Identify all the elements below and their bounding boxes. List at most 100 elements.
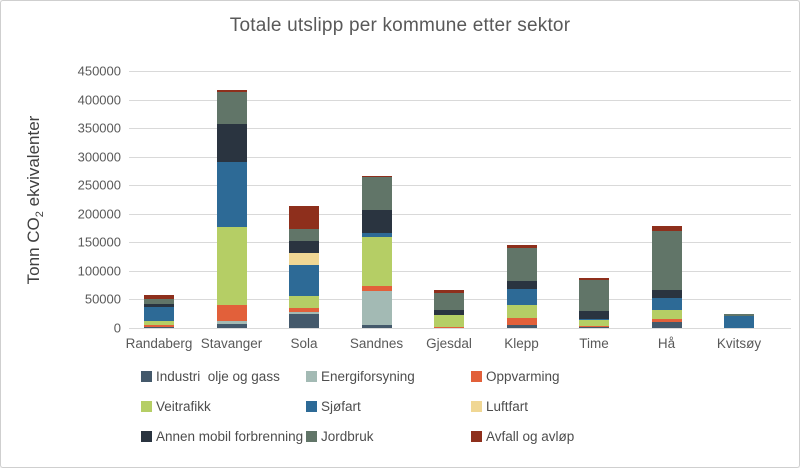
legend-label: Industri olje og gass xyxy=(156,368,280,384)
bar-segment xyxy=(506,288,537,306)
legend-item: Annen mobil forbrenning xyxy=(141,428,306,444)
bar-segment xyxy=(434,309,464,315)
bar-segment xyxy=(361,325,392,328)
bar-segment xyxy=(216,226,247,306)
bar-segment xyxy=(434,326,464,328)
bar-segment xyxy=(216,124,247,162)
y-tick-label: 150000 xyxy=(77,234,121,250)
bar-segment xyxy=(579,311,609,319)
gridline xyxy=(129,156,791,158)
legend-label: Sjøfart xyxy=(321,398,361,414)
bar-segment xyxy=(216,324,247,328)
legend-label: Oppvarming xyxy=(486,368,560,384)
bar-segment xyxy=(361,232,392,237)
legend-label: Annen mobil forbrenning xyxy=(156,428,304,444)
bar-segment xyxy=(506,325,537,328)
y-tick-label: 350000 xyxy=(77,120,121,136)
bar-segment xyxy=(144,327,174,328)
bar-segment xyxy=(361,175,392,177)
bar-segment xyxy=(651,318,682,322)
bar-segment xyxy=(289,296,319,308)
bar-segment xyxy=(361,285,392,291)
bar-segment xyxy=(434,314,464,327)
legend-swatch-icon xyxy=(306,370,317,382)
legend-label: Avfall og avløp xyxy=(486,428,575,444)
legend-label: Luftfart xyxy=(486,398,529,414)
x-tick-label: Sandnes xyxy=(349,336,404,351)
bar-segment xyxy=(506,244,537,249)
bar-segment xyxy=(289,241,319,254)
bar-segment xyxy=(289,312,319,314)
bar-segment xyxy=(289,205,319,230)
bar-segment xyxy=(651,226,682,231)
bar-segment xyxy=(289,313,319,328)
x-tick-label: Klepp xyxy=(504,336,539,351)
x-tick-label: Gjesdal xyxy=(426,336,472,351)
legend-swatch-icon xyxy=(141,430,152,442)
bar-segment xyxy=(434,290,464,293)
bar-segment xyxy=(216,92,247,125)
bar-segment xyxy=(144,299,174,304)
bar-segment xyxy=(651,321,682,328)
legend-swatch-icon xyxy=(141,370,152,382)
bar-segment xyxy=(289,308,319,312)
gridline xyxy=(129,213,791,215)
y-tick-label: 0 xyxy=(113,320,121,336)
bar-segment xyxy=(216,320,247,324)
bar-segment xyxy=(361,210,392,233)
bar-segment xyxy=(144,304,174,307)
bar-segment xyxy=(289,229,319,242)
bar-segment xyxy=(434,292,464,310)
x-tick-label: Kvitsøy xyxy=(716,336,762,351)
legend: Industri olje og gass Energiforsyning Oppv… xyxy=(141,368,575,444)
bar-segment xyxy=(506,305,537,319)
bar-segment xyxy=(651,309,682,319)
gridline xyxy=(129,270,791,272)
bar-segment xyxy=(216,161,247,227)
legend-item: Energiforsyning xyxy=(306,368,471,384)
bar-segment xyxy=(579,327,609,328)
legend-swatch-icon xyxy=(141,400,152,412)
bar-segment xyxy=(651,297,682,310)
y-tick-label: 200000 xyxy=(77,206,121,222)
legend-item: Veitrafikk xyxy=(141,398,306,414)
y-tick-label: 100000 xyxy=(77,263,121,279)
bar-segment xyxy=(361,236,392,286)
bar-segment xyxy=(144,306,174,321)
legend-label: Jordbruk xyxy=(321,428,374,444)
y-tick-label: 50000 xyxy=(84,291,121,307)
bar-segment xyxy=(579,318,609,320)
bar-segment xyxy=(651,230,682,291)
chart-title: Totale utslipp per kommune etter sektor xyxy=(229,15,571,36)
bar-segment xyxy=(579,326,609,328)
legend-swatch-icon xyxy=(306,400,317,412)
x-tick-label: Randaberg xyxy=(125,336,193,351)
legend-label: Energiforsyning xyxy=(321,368,415,384)
bar-segment xyxy=(506,281,537,289)
bar-segment xyxy=(289,253,319,266)
legend-item: Oppvarming xyxy=(471,368,574,384)
bar-segment xyxy=(361,176,392,211)
legend-swatch-icon xyxy=(471,400,482,412)
legend-item: Sjøfart xyxy=(306,398,471,414)
y-tick-label: 450000 xyxy=(77,63,121,79)
x-tick-label: Hå xyxy=(657,336,676,351)
bar-segment xyxy=(144,320,174,326)
legend-item: Jordbruk xyxy=(306,428,471,444)
y-tick-label: 300000 xyxy=(77,149,121,165)
bar-segment xyxy=(289,265,319,296)
gridline xyxy=(129,185,791,187)
bar-segment xyxy=(216,305,247,321)
x-tick-label: Stavanger xyxy=(200,336,263,351)
x-axis-line xyxy=(129,328,791,329)
gridline xyxy=(129,128,791,130)
bar-segment xyxy=(506,318,537,326)
legend-item: Industri olje og gass xyxy=(141,368,306,384)
bar-segment xyxy=(144,325,174,328)
bar-segment xyxy=(506,248,537,282)
legend-item: Avfall og avløp xyxy=(471,428,575,444)
y-tick-label: 400000 xyxy=(77,92,121,108)
legend-label: Veitrafikk xyxy=(156,398,211,414)
